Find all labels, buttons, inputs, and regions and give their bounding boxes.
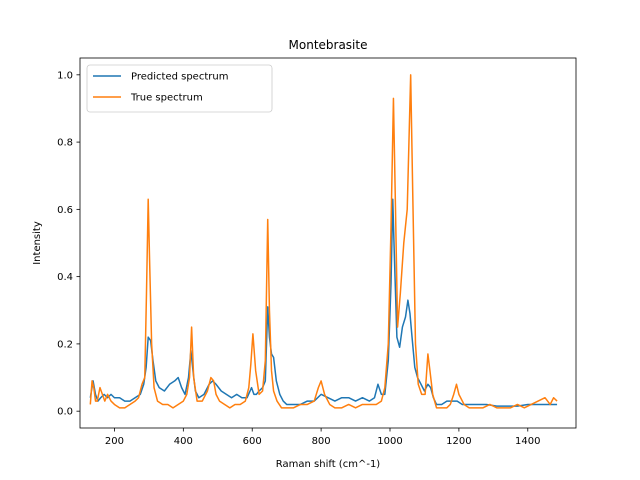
legend: Predicted spectrum True spectrum: [86, 64, 273, 113]
x-tick-label: 800: [312, 436, 331, 447]
y-tick-label: 0.0: [57, 407, 73, 418]
x-tick-label: 1200: [446, 436, 471, 447]
x-tick-label: 1000: [377, 436, 402, 447]
chart-title: Montebrasite: [289, 38, 368, 52]
y-tick-label: 0.6: [57, 205, 73, 216]
series-layer: [89, 74, 558, 409]
x-tick-label: 600: [243, 436, 262, 447]
plot-frame: [79, 57, 577, 429]
y-tick-label: 0.2: [57, 339, 73, 350]
y-axis: 0.0 0.2 0.4 0.6 0.8 1.0: [57, 70, 80, 418]
y-axis-label: Intensity: [32, 221, 43, 265]
series-line-1: [89, 74, 558, 409]
legend-label-1: True spectrum: [130, 93, 203, 104]
x-axis: 200 400 600 800 1000 1200 1400: [105, 428, 541, 447]
x-tick-label: 1400: [515, 436, 540, 447]
x-tick-label: 200: [105, 436, 124, 447]
y-tick-label: 0.8: [57, 138, 73, 149]
y-tick-label: 0.4: [57, 272, 73, 283]
legend-box: [86, 64, 273, 113]
y-tick-label: 1.0: [57, 70, 73, 81]
legend-label-0: Predicted spectrum: [131, 72, 228, 83]
plot-area: [79, 57, 577, 429]
x-axis-label: Raman shift (cm^-1): [276, 459, 381, 470]
x-tick-label: 400: [174, 436, 193, 447]
